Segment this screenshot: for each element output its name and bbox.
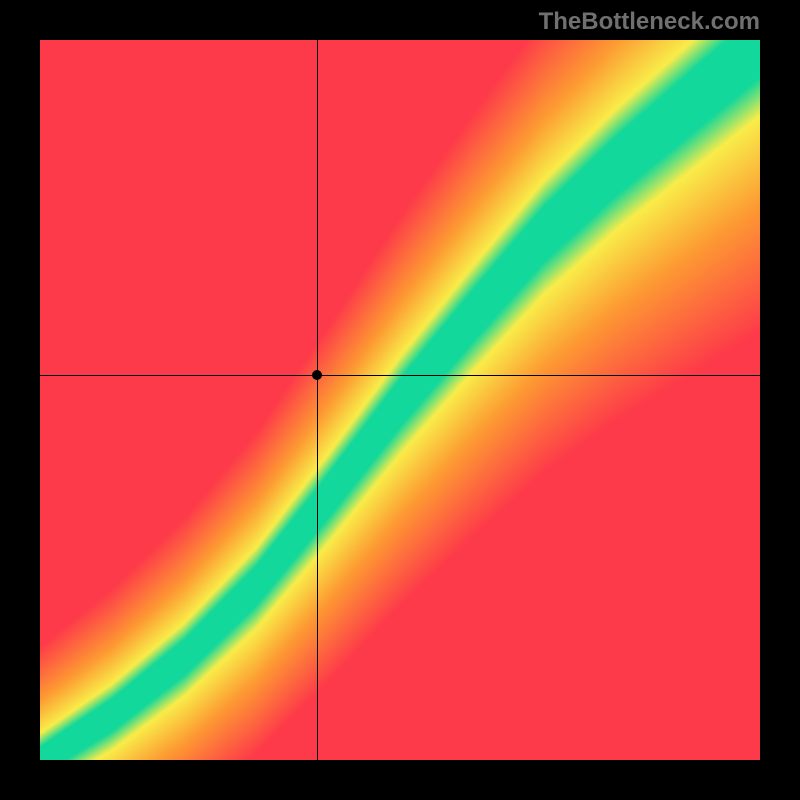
bottleneck-heatmap	[40, 40, 760, 760]
crosshair-vertical	[317, 40, 318, 760]
crosshair-marker	[312, 370, 322, 380]
watermark-text: TheBottleneck.com	[539, 8, 760, 36]
crosshair-horizontal	[40, 375, 760, 376]
heatmap-canvas	[40, 40, 760, 760]
